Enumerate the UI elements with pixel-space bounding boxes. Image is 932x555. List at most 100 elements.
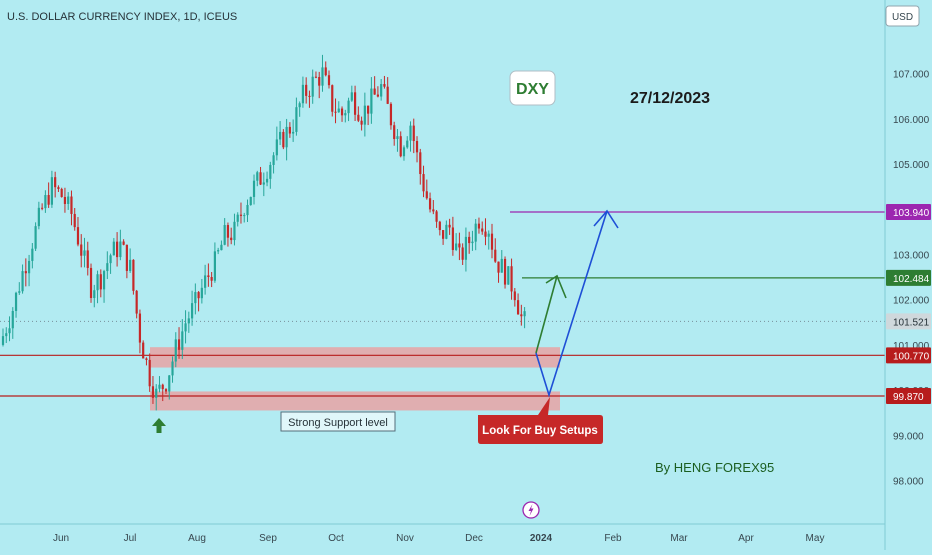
candle-body bbox=[60, 188, 63, 197]
candle-body bbox=[177, 339, 181, 350]
candle-body bbox=[142, 342, 145, 359]
currency-button[interactable]: USD bbox=[885, 5, 920, 27]
candle-body bbox=[331, 85, 334, 112]
candle-body bbox=[468, 236, 471, 244]
candle-body bbox=[367, 105, 370, 114]
candle-body bbox=[83, 250, 86, 256]
support-label-frame bbox=[280, 411, 396, 432]
candle-body bbox=[500, 258, 503, 273]
candle-body bbox=[520, 314, 523, 317]
candle-body bbox=[497, 261, 500, 273]
candle-body bbox=[5, 333, 8, 337]
candle-body bbox=[471, 241, 474, 244]
candle-body bbox=[324, 67, 327, 76]
candle-body bbox=[455, 243, 458, 250]
candle-body bbox=[239, 214, 243, 216]
candle-body bbox=[425, 191, 428, 199]
candle-body bbox=[288, 126, 291, 134]
lightning-icon[interactable] bbox=[522, 501, 540, 519]
candle-body bbox=[350, 92, 353, 101]
price-tag[interactable]: 102.484 bbox=[886, 269, 931, 286]
symbol-label: DXY bbox=[516, 81, 549, 98]
price-tag[interactable]: 103.940 bbox=[886, 204, 931, 221]
candle-body bbox=[187, 318, 190, 324]
candle-body bbox=[67, 196, 70, 204]
candle-body bbox=[265, 178, 269, 183]
candle-body bbox=[386, 86, 389, 104]
candle-body bbox=[37, 207, 40, 227]
candle-body bbox=[155, 388, 158, 398]
candle-body bbox=[27, 260, 31, 274]
candle-body bbox=[510, 266, 513, 292]
x-tick-layer[interactable]: Jun Jul Aug Sep Oct Nov Dec 2024 Feb Mar Apr May bbox=[53, 533, 825, 544]
y-tick-label: 101.000 bbox=[893, 341, 930, 352]
price-tag-label: 101.521 bbox=[893, 317, 930, 328]
price-tag-box[interactable] bbox=[886, 269, 931, 286]
candle-body bbox=[93, 290, 96, 298]
y-tick-label: 105.000 bbox=[893, 160, 930, 171]
currency-label[interactable]: USD bbox=[892, 12, 913, 23]
candle-body bbox=[252, 180, 256, 197]
candle-body bbox=[337, 108, 340, 113]
x-tick-label: May bbox=[806, 533, 825, 544]
candle-body bbox=[34, 226, 37, 249]
arrow-up-icon bbox=[152, 418, 166, 433]
candle-body bbox=[171, 361, 174, 376]
price-tag-box[interactable] bbox=[886, 388, 931, 404]
candle-body bbox=[344, 113, 347, 116]
candle-body bbox=[8, 328, 11, 334]
candle-body bbox=[383, 84, 386, 87]
candle-body bbox=[31, 248, 34, 261]
candle-body bbox=[11, 310, 14, 329]
candle-body bbox=[122, 241, 125, 245]
candle-body bbox=[435, 211, 438, 222]
candle-body bbox=[285, 126, 288, 148]
candle-body bbox=[50, 177, 53, 205]
date-label: 27/12/2023 bbox=[630, 90, 710, 107]
candle-body bbox=[422, 174, 425, 192]
candle-body bbox=[259, 172, 262, 185]
candle-body bbox=[301, 84, 305, 104]
candle-body bbox=[89, 267, 93, 298]
support-label-box: Strong Support level bbox=[280, 411, 396, 432]
candle-body bbox=[14, 292, 18, 311]
lightning-glyph bbox=[528, 504, 534, 516]
candle-body bbox=[135, 290, 138, 314]
currency-button-box[interactable] bbox=[885, 5, 920, 27]
candle-body bbox=[226, 225, 230, 238]
x-tick-label: Feb bbox=[604, 533, 622, 544]
candle-body bbox=[370, 88, 373, 114]
candle-body bbox=[412, 125, 415, 142]
candle-body bbox=[151, 386, 155, 398]
candle-body bbox=[373, 88, 376, 95]
candle-body bbox=[102, 271, 106, 290]
price-tag[interactable]: 99.870 bbox=[886, 388, 931, 404]
price-tag-box[interactable] bbox=[886, 347, 931, 364]
candle-body bbox=[210, 277, 213, 281]
candles-layer bbox=[1, 54, 526, 411]
support-zone bbox=[150, 391, 560, 411]
candle-body bbox=[340, 108, 344, 116]
price-tag[interactable]: 100.770 bbox=[886, 347, 931, 364]
price-tag-box[interactable] bbox=[886, 313, 931, 330]
price-tag-label: 102.484 bbox=[893, 274, 930, 285]
candle-body bbox=[428, 198, 432, 210]
candle-body bbox=[272, 155, 275, 165]
x-tick-label: Oct bbox=[328, 533, 344, 544]
price-tag[interactable]: 101.521 bbox=[886, 313, 931, 330]
price-tag-label: 103.940 bbox=[893, 208, 930, 219]
candle-body bbox=[292, 131, 295, 134]
candle-body bbox=[487, 233, 490, 237]
candle-body bbox=[168, 375, 171, 392]
candle-body bbox=[96, 274, 99, 291]
candle-body bbox=[47, 195, 50, 205]
candle-body bbox=[116, 241, 119, 258]
candle-body bbox=[197, 292, 200, 299]
candle-body bbox=[86, 250, 89, 268]
candle-body bbox=[158, 384, 161, 389]
x-tick-label: Jul bbox=[124, 533, 137, 544]
buy-setups-callout: Look For Buy Setups bbox=[478, 397, 603, 444]
price-tag-box[interactable] bbox=[886, 204, 931, 221]
